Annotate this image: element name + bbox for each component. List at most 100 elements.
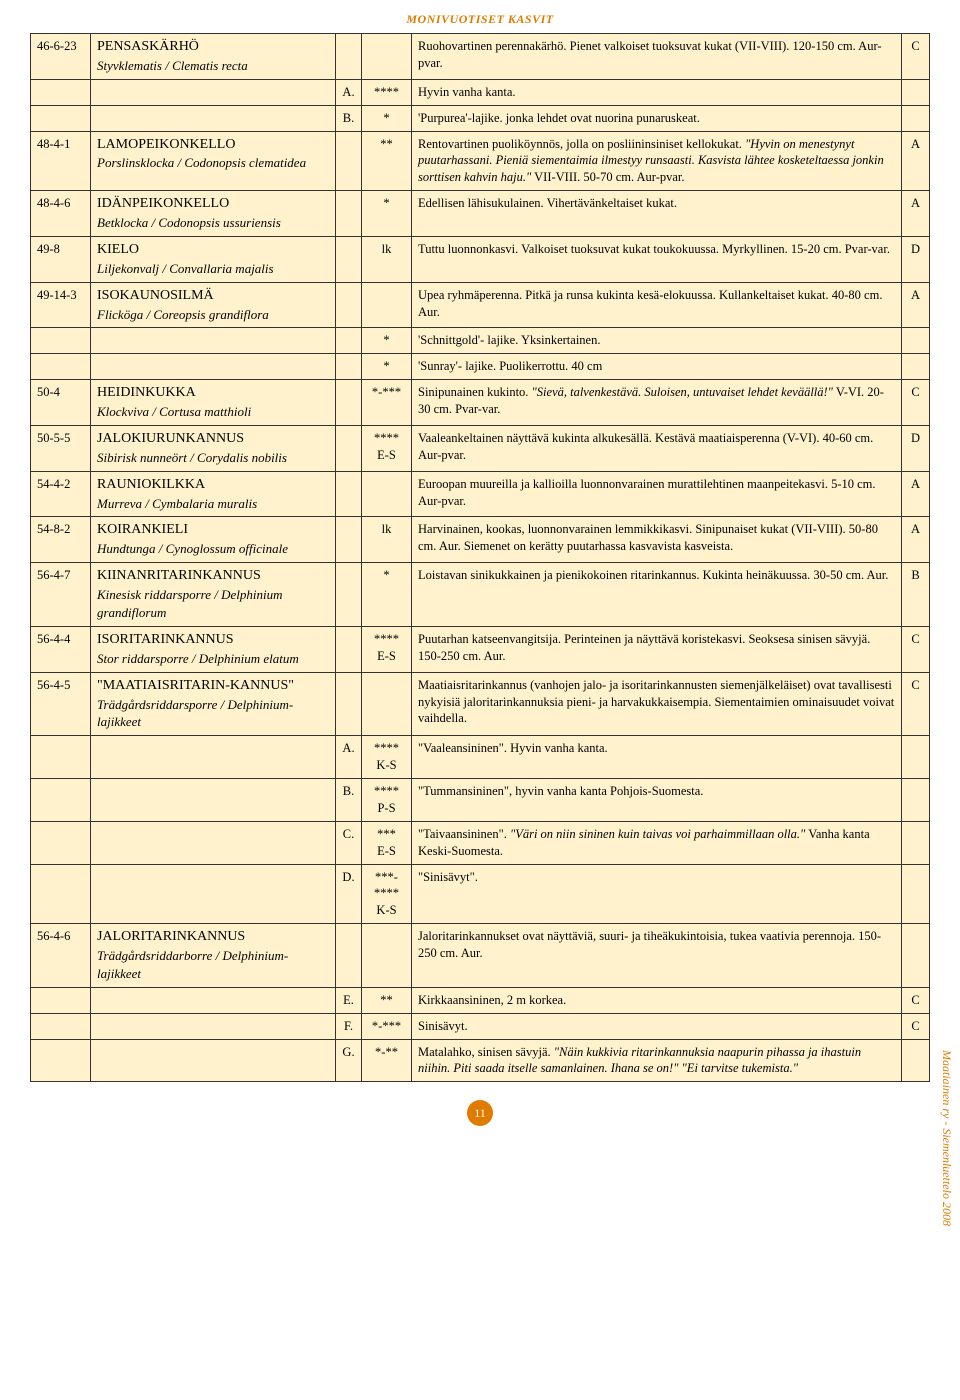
table-row: 54-8-2KOIRANKIELIHundtunga / Cynoglossum…	[31, 517, 930, 563]
name-fi: JALORITARINKANNUS	[97, 929, 245, 944]
row-code: 56-4-6	[31, 924, 91, 988]
row-description: Upea ryhmäperenna. Pitkä ja runsa kukint…	[412, 282, 902, 328]
row-name: KIELOLiljekonvalj / Convallaria majalis	[91, 236, 336, 282]
table-row: 48-4-1LAMOPEIKONKELLOPorslinsklocka / Co…	[31, 131, 930, 191]
row-stars: *	[362, 563, 412, 627]
row-name	[91, 987, 336, 1013]
row-code: 49-14-3	[31, 282, 91, 328]
row-stars: ****E-S	[362, 626, 412, 672]
row-rating	[902, 79, 930, 105]
row-rating	[902, 779, 930, 822]
table-row: 56-4-5"MAATIAISRITARIN-KANNUS"Trädgårdsr…	[31, 672, 930, 736]
name-sv: Murreva /	[97, 496, 152, 511]
row-code: 50-5-5	[31, 425, 91, 471]
row-letter	[336, 282, 362, 328]
name-latin: Cortusa matthioli	[159, 404, 251, 419]
name-fi: KOIRANKIELI	[97, 522, 188, 537]
table-row: 49-8KIELOLiljekonvalj / Convallaria maja…	[31, 236, 930, 282]
name-sv: Betklocka /	[97, 215, 158, 230]
row-name: IDÄNPEIKONKELLO Betklocka / Codonopsis us…	[91, 191, 336, 237]
table-row: 50-5-5JALOKIURUNKANNUSSibirisk nunneört …	[31, 425, 930, 471]
row-rating: C	[902, 672, 930, 736]
row-code	[31, 987, 91, 1013]
row-rating: A	[902, 471, 930, 517]
row-name: ISORITARINKANNUSStor riddarsporre / Delp…	[91, 626, 336, 672]
row-name	[91, 79, 336, 105]
name-sv: Kinesisk riddarsporre /	[97, 587, 221, 602]
row-letter: C.	[336, 821, 362, 864]
row-letter	[336, 354, 362, 380]
table-row: A.****K-S"Vaaleansininen". Hyvin vanha k…	[31, 736, 930, 779]
row-stars	[362, 282, 412, 328]
row-name	[91, 328, 336, 354]
page-number: 11	[467, 1100, 493, 1126]
row-rating: A	[902, 517, 930, 563]
row-letter	[336, 672, 362, 736]
row-stars: lk	[362, 236, 412, 282]
row-name: KOIRANKIELIHundtunga / Cynoglossum offic…	[91, 517, 336, 563]
content-area: 46-6-23PENSASKÄRHÖStyvklematis / Clemati…	[0, 33, 960, 1146]
row-code	[31, 864, 91, 924]
row-rating: D	[902, 425, 930, 471]
row-letter	[336, 563, 362, 627]
name-latin: Delphinium elatum	[199, 651, 299, 666]
row-name	[91, 1039, 336, 1082]
name-latin: Convallaria majalis	[169, 261, 273, 276]
row-rating: C	[902, 626, 930, 672]
row-description: Jaloritarinkannukset ovat näyttäviä, suu…	[412, 924, 902, 988]
name-sv: Liljekonvalj /	[97, 261, 169, 276]
name-sv: Flicköga /	[97, 307, 153, 322]
row-description: 'Schnittgold'- lajike. Yksinkertainen.	[412, 328, 902, 354]
row-code: 54-8-2	[31, 517, 91, 563]
row-stars: *	[362, 105, 412, 131]
row-name	[91, 821, 336, 864]
row-letter: F.	[336, 1013, 362, 1039]
table-row: 56-4-6JALORITARINKANNUSTrädgårdsriddarbo…	[31, 924, 930, 988]
row-letter	[336, 131, 362, 191]
table-row: B.*'Purpurea'-lajike. jonka lehdet ovat …	[31, 105, 930, 131]
row-description: Vaaleankeltainen näyttävä kukinta alkuke…	[412, 425, 902, 471]
row-rating: C	[902, 34, 930, 80]
row-code	[31, 105, 91, 131]
row-code: 48-4-1	[31, 131, 91, 191]
row-name	[91, 105, 336, 131]
name-latin: Cymbalaria muralis	[152, 496, 257, 511]
row-rating: A	[902, 191, 930, 237]
table-row: 46-6-23PENSASKÄRHÖStyvklematis / Clemati…	[31, 34, 930, 80]
row-rating	[902, 328, 930, 354]
row-letter: E.	[336, 987, 362, 1013]
name-fi: JALOKIURUNKANNUS	[97, 431, 244, 446]
row-description: Edellisen lähisukulainen. Vihertävänkelt…	[412, 191, 902, 237]
name-fi: KIINANRITARINKANNUS	[97, 568, 261, 583]
row-stars: **	[362, 131, 412, 191]
row-stars: ****K-S	[362, 736, 412, 779]
side-label: Maatiainen ry - Siemenluettelo 2008	[939, 1050, 954, 1226]
table-row: 50-4HEIDINKUKKAKlockviva / Cortusa matth…	[31, 380, 930, 426]
name-fi: IDÄNPEIKONKELLO	[97, 196, 229, 211]
row-code: 49-8	[31, 236, 91, 282]
row-letter	[336, 425, 362, 471]
table-row: B.****P-S"Tummansininen", hyvin vanha ka…	[31, 779, 930, 822]
row-stars: ****P-S	[362, 779, 412, 822]
row-letter: A.	[336, 736, 362, 779]
row-description: Puutarhan katseenvangitsija. Perinteinen…	[412, 626, 902, 672]
table-row: 49-14-3ISOKAUNOSILMÄFlicköga / Coreopsis…	[31, 282, 930, 328]
row-code	[31, 736, 91, 779]
row-description: Ruohovartinen perennakärhö. Pienet valko…	[412, 34, 902, 80]
row-code	[31, 1013, 91, 1039]
row-letter: A.	[336, 79, 362, 105]
row-rating	[902, 105, 930, 131]
row-stars: *	[362, 328, 412, 354]
name-latin: Codonopsis ussuriensis	[158, 215, 280, 230]
row-description: 'Sunray'- lajike. Puolikerrottu. 40 cm	[412, 354, 902, 380]
plant-table: 46-6-23PENSASKÄRHÖStyvklematis / Clemati…	[30, 33, 930, 1082]
row-letter	[336, 236, 362, 282]
row-stars: **	[362, 987, 412, 1013]
row-code	[31, 79, 91, 105]
row-stars: ****E-S	[362, 425, 412, 471]
row-code: 56-4-5	[31, 672, 91, 736]
table-row: F.*-***Sinisävyt.C	[31, 1013, 930, 1039]
table-row: 56-4-7KIINANRITARINKANNUSKinesisk riddar…	[31, 563, 930, 627]
row-stars: ****	[362, 79, 412, 105]
row-description: Sinisävyt.	[412, 1013, 902, 1039]
